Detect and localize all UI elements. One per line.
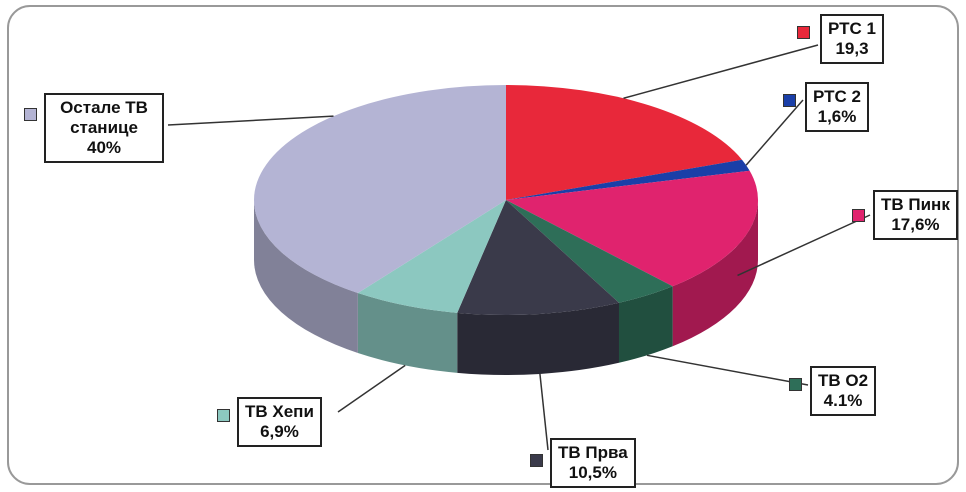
legend-marker	[783, 94, 796, 107]
data-label: ТВ Пинк 17,6%	[873, 190, 958, 240]
leader-line	[167, 115, 334, 126]
legend-marker	[789, 378, 802, 391]
value-label: 40%	[86, 138, 122, 157]
category-label: ТВ Пинк	[881, 195, 950, 214]
data-label: ТВ О2 4.1%	[810, 366, 877, 416]
legend-marker	[852, 209, 865, 222]
value-label: 1,6%	[817, 107, 857, 126]
legend-marker	[217, 409, 230, 422]
legend-marker	[530, 454, 543, 467]
value-label: 10,5%	[568, 463, 617, 482]
legend-marker	[797, 26, 810, 39]
slice-side	[457, 302, 619, 375]
leader-line	[646, 354, 809, 386]
slice	[357, 200, 506, 313]
slice-side	[254, 200, 358, 354]
category-label: РТС 1	[828, 19, 876, 38]
value-label: 17,6%	[891, 215, 940, 234]
category-label: Остале ТВ станице	[60, 98, 148, 137]
data-label: РТС 2 1,6%	[805, 82, 869, 132]
value-label: 19,3	[835, 39, 869, 58]
slice	[457, 200, 619, 315]
category-label: РТС 2	[813, 87, 861, 106]
data-label: ТВ Хепи 6,9%	[237, 397, 322, 447]
leader-line	[337, 364, 406, 413]
category-label: ТВ Прва	[558, 443, 628, 462]
leader-line	[745, 99, 804, 166]
slice	[253, 85, 506, 294]
leader-line	[623, 44, 819, 99]
slice-side	[357, 293, 458, 373]
category-label: ТВ Хепи	[245, 402, 314, 421]
data-label: Остале ТВ станице 40%	[44, 93, 164, 163]
legend-marker	[24, 108, 37, 121]
slice	[506, 170, 759, 287]
slice	[506, 200, 673, 303]
slice-side	[672, 200, 758, 347]
leader-line	[539, 373, 549, 451]
value-label: 6,9%	[260, 422, 299, 441]
data-label: ТВ Прва 10,5%	[550, 438, 636, 488]
slice-side	[618, 286, 673, 363]
value-label: 4.1%	[823, 391, 863, 410]
slice	[506, 85, 743, 200]
category-label: ТВ О2	[818, 371, 869, 390]
slice	[506, 159, 750, 200]
leader-line	[737, 214, 871, 277]
frame	[7, 5, 959, 485]
data-label: РТС 1 19,3	[820, 14, 884, 64]
